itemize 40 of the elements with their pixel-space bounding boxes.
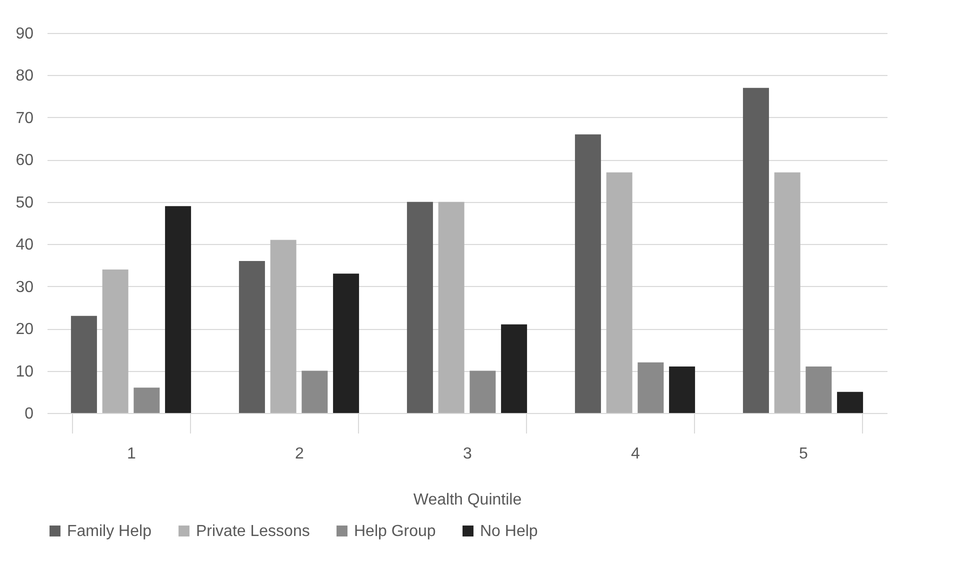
bar	[837, 392, 864, 413]
bar	[134, 388, 160, 413]
y-tick-label: 50	[16, 194, 34, 212]
bar	[806, 366, 832, 413]
bar	[638, 362, 664, 413]
y-tick-label: 70	[16, 110, 34, 127]
bar	[470, 370, 496, 413]
legend-label: No Help	[480, 523, 538, 540]
bar	[606, 172, 632, 413]
bar	[406, 202, 433, 413]
bar	[669, 366, 696, 413]
bar	[501, 324, 528, 413]
bar	[270, 240, 296, 413]
x-tick-label: 2	[295, 446, 304, 462]
bar	[102, 269, 128, 413]
bar	[165, 206, 192, 413]
bar	[333, 274, 360, 413]
bar	[238, 261, 265, 413]
x-tick-label: 5	[799, 446, 808, 462]
y-tick-label: 0	[24, 406, 34, 422]
bar	[302, 370, 328, 413]
bar	[70, 316, 97, 413]
x-axis-title: Wealth Quintile	[413, 492, 522, 508]
x-tick-label: 4	[631, 446, 640, 462]
y-tick-label: 30	[16, 278, 34, 296]
bar	[742, 88, 769, 413]
y-tick-label: 90	[16, 26, 34, 42]
bar	[574, 134, 601, 413]
x-tick-label: 1	[127, 446, 136, 462]
y-tick-label: 80	[16, 68, 34, 85]
bar	[774, 172, 800, 413]
y-tick-label: 10	[16, 363, 34, 380]
legend-label: Help Group	[354, 523, 436, 540]
x-tick-label: 3	[463, 446, 472, 462]
legend-label: Family Help	[67, 523, 152, 540]
legend-label: Private Lessons	[196, 523, 310, 540]
y-tick-label: 60	[16, 152, 34, 170]
y-tick-label: 20	[16, 321, 34, 338]
y-tick-label: 40	[16, 236, 34, 254]
bar	[438, 202, 464, 413]
